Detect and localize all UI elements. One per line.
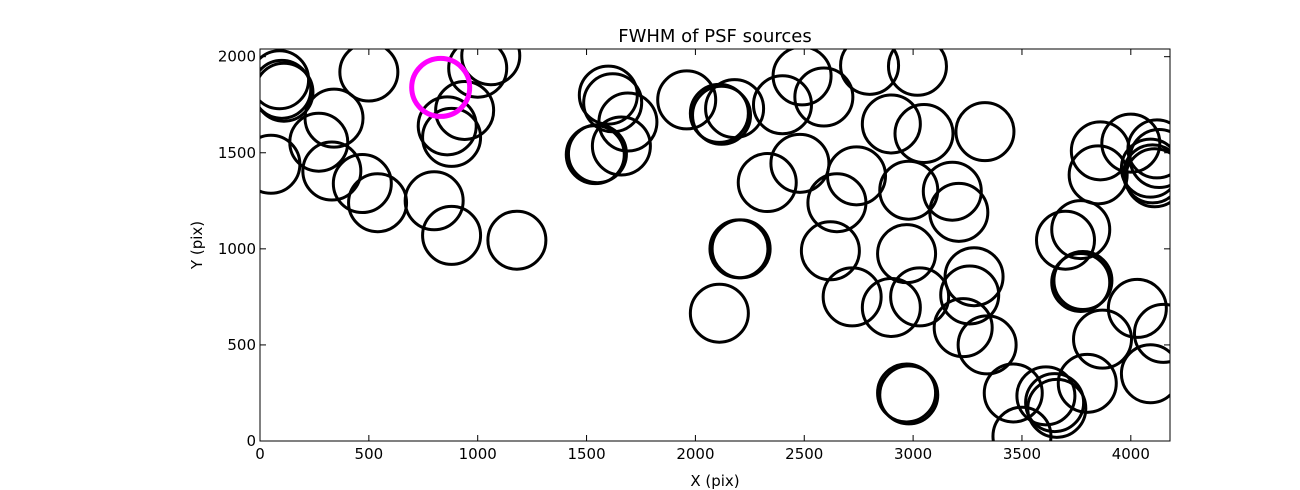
source-marker	[1122, 143, 1170, 205]
x-axis: 0 500 1000 1500 2000 2500 3000 3500 4000	[255, 49, 1150, 463]
source-marker	[688, 282, 750, 344]
source-marker	[1052, 250, 1114, 312]
source-marker	[656, 69, 718, 131]
source-marker	[860, 93, 922, 155]
source-marker	[708, 218, 770, 280]
source-marker	[982, 362, 1044, 424]
source-marker	[338, 49, 400, 103]
source-marker	[566, 123, 628, 185]
source-marker	[878, 364, 940, 426]
source-marker	[826, 145, 888, 207]
x-tick-label: 500	[355, 445, 384, 463]
source-marker	[939, 264, 1001, 326]
source-marker	[590, 115, 652, 177]
source-marker	[1072, 308, 1134, 370]
y-axis-title: Y (pix)	[188, 221, 206, 270]
source-marker	[1126, 118, 1170, 180]
source-marker	[932, 297, 994, 359]
source-marker	[260, 61, 315, 123]
y-tick-label: 500	[227, 336, 256, 354]
source-marker	[582, 72, 644, 134]
source-marker	[876, 223, 938, 285]
source-marker	[416, 95, 478, 157]
source-marker	[691, 84, 753, 146]
source-marker	[921, 160, 983, 222]
source-marker	[821, 266, 883, 328]
source-marker	[421, 204, 483, 266]
source-marker	[1119, 137, 1170, 199]
source-marker	[943, 246, 1005, 308]
source-marker	[1035, 209, 1097, 271]
source-marker	[839, 49, 901, 96]
source-marker	[1015, 365, 1077, 427]
source-marker	[954, 101, 1016, 163]
y-tick-label: 0	[246, 432, 256, 450]
chart-title: FWHM of PSF sources	[618, 26, 812, 47]
source-marker	[1024, 372, 1086, 434]
source-marker	[331, 153, 393, 215]
source-marker	[1119, 343, 1170, 405]
source-marker	[1132, 302, 1170, 364]
source-marker	[1050, 199, 1112, 261]
source-marker	[928, 181, 990, 243]
source-marker	[1124, 147, 1170, 209]
plot-frame	[259, 48, 1171, 442]
source-marker	[886, 49, 948, 97]
source-marker	[956, 314, 1018, 376]
source-marker	[736, 152, 798, 214]
source-marker	[303, 87, 365, 149]
source-marker	[260, 58, 313, 120]
highlighted-source-marker	[409, 55, 473, 119]
source-marker	[1106, 277, 1168, 339]
source-marker	[860, 276, 922, 338]
source-marker	[771, 49, 833, 107]
source-marker	[447, 49, 509, 99]
source-marker	[878, 159, 940, 221]
source-marker	[403, 170, 465, 232]
y-tick-label: 1500	[218, 144, 256, 162]
source-marker	[597, 91, 659, 153]
source-marker	[769, 132, 831, 194]
source-marker	[460, 49, 522, 87]
marker-layer	[260, 49, 1170, 441]
x-tick-label: 3000	[894, 445, 932, 463]
source-marker	[1050, 251, 1112, 313]
source-marker	[893, 103, 955, 165]
source-marker	[301, 140, 363, 202]
x-tick-label: 2000	[676, 445, 714, 463]
source-marker	[260, 133, 302, 195]
source-marker	[889, 266, 951, 328]
source-marker	[1128, 128, 1170, 190]
source-marker	[704, 78, 766, 140]
x-tick-label: 3500	[1003, 445, 1041, 463]
x-tick-label: 1500	[567, 445, 605, 463]
source-marker	[793, 66, 855, 128]
x-tick-label: 4000	[1112, 445, 1150, 463]
source-marker	[486, 209, 548, 271]
x-tick-label: 0	[255, 445, 265, 463]
source-marker	[1100, 112, 1162, 174]
source-marker	[876, 362, 938, 424]
y-axis: 0 500 1000 1500 2000	[218, 48, 1170, 450]
source-marker	[434, 79, 496, 141]
source-marker	[347, 172, 409, 234]
x-tick-label: 1000	[459, 445, 497, 463]
source-marker	[1056, 352, 1118, 414]
y-tick-label: 2000	[218, 48, 256, 66]
source-marker	[1026, 377, 1088, 439]
y-tick-label: 1000	[218, 240, 256, 258]
x-tick-label: 2500	[785, 445, 823, 463]
source-marker	[421, 106, 483, 168]
x-axis-title: X (pix)	[690, 472, 739, 490]
